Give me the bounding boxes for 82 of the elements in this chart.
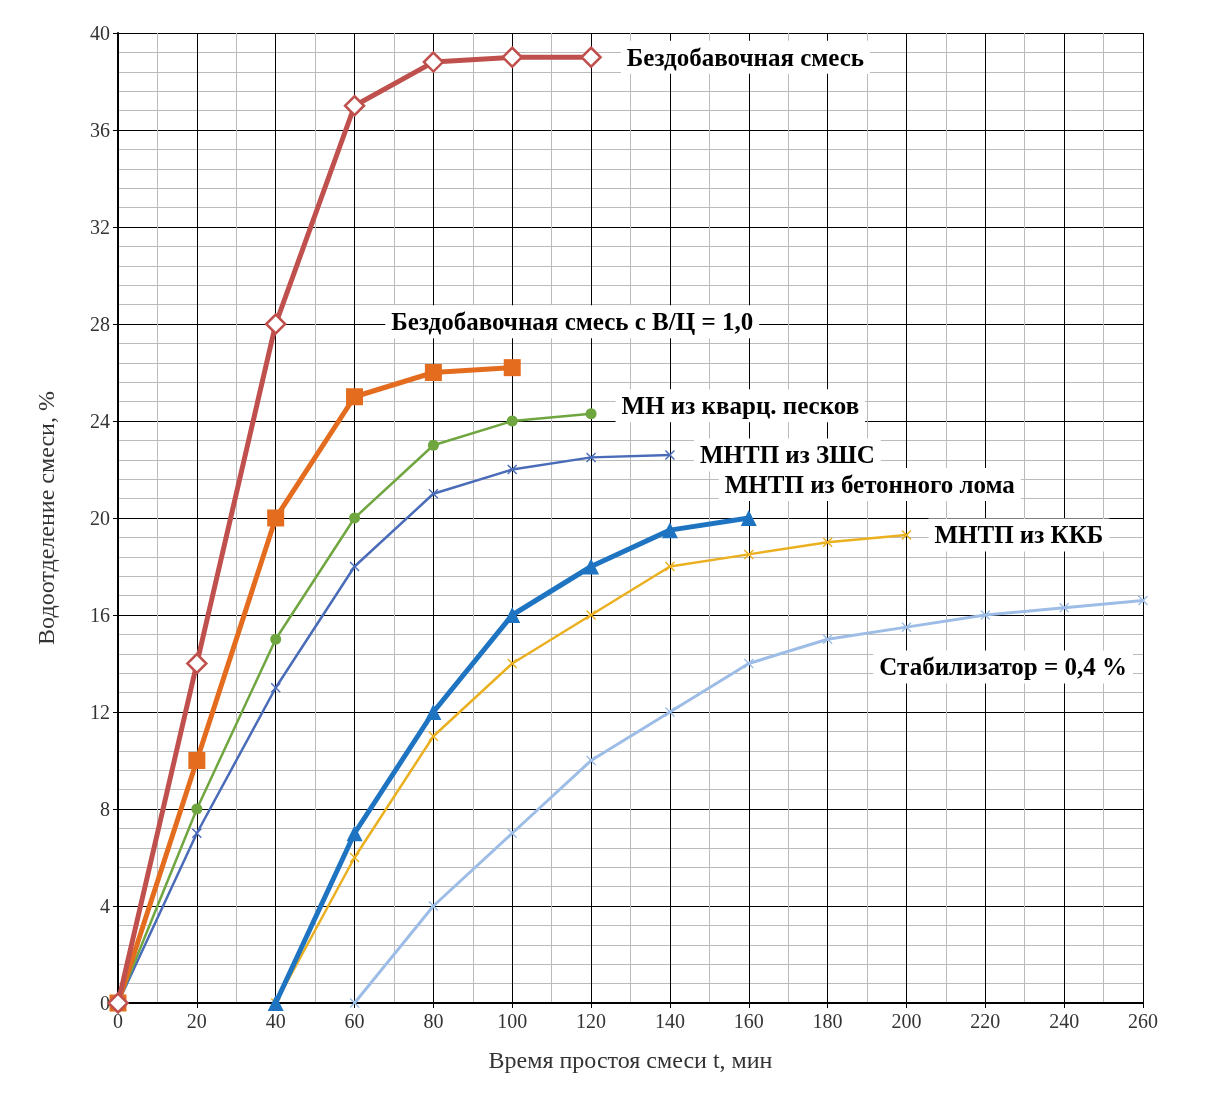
x-tick-label: 140 [654, 1010, 685, 1032]
y-tick-label: 4 [100, 895, 110, 917]
y-tick-label: 0 [100, 992, 110, 1014]
x-tick-label: 220 [970, 1010, 1001, 1032]
x-tick-label: 20 [186, 1010, 207, 1032]
x-tick-label: 40 [265, 1010, 286, 1032]
point [585, 408, 597, 420]
point [743, 658, 754, 669]
point [191, 828, 202, 839]
point [740, 510, 757, 526]
point [822, 634, 833, 645]
point [349, 512, 361, 524]
point [664, 449, 675, 460]
point [822, 537, 833, 548]
point [267, 509, 285, 527]
point [1059, 602, 1070, 613]
point [428, 488, 439, 499]
x-tick-label: 60 [344, 1010, 365, 1032]
x-tick-label: 240 [1049, 1010, 1080, 1032]
y-tick-label: 40 [90, 22, 110, 44]
series-label: Бездобавочная смесь [626, 43, 864, 71]
y-tick-label: 24 [90, 410, 110, 432]
point [503, 359, 521, 377]
y-tick-label: 36 [90, 119, 110, 141]
x-axis-title: Время простоя смеси t, мин [488, 1047, 773, 1073]
point [191, 803, 203, 815]
point [270, 633, 282, 645]
x-tick-label: 80 [423, 1010, 444, 1032]
point [186, 652, 208, 675]
point [264, 313, 287, 335]
series-label: МНТП из ЗШС [699, 441, 875, 469]
y-tick-label: 20 [90, 507, 110, 529]
point [980, 610, 991, 620]
point [507, 464, 518, 475]
series-label: МНТП из бетонного лома [724, 471, 1016, 498]
point [901, 622, 912, 633]
x-tick-label: 200 [891, 1010, 922, 1032]
point [346, 825, 363, 842]
y-tick-label: 32 [90, 216, 110, 238]
y-tick-label: 8 [100, 798, 110, 820]
point [349, 561, 360, 572]
point [661, 522, 678, 539]
y-axis-title: Водоотделение смеси, % [33, 391, 59, 645]
point [424, 364, 442, 381]
point [428, 731, 439, 742]
x-tick-label: 160 [733, 1010, 764, 1032]
point [664, 561, 675, 572]
point [583, 558, 600, 575]
point [427, 439, 439, 451]
point [343, 95, 366, 117]
point [270, 682, 281, 693]
point [664, 707, 675, 717]
x-tick-label: 260 [1128, 1010, 1158, 1032]
point [586, 755, 597, 766]
y-tick-label: 28 [90, 313, 110, 335]
series-label: МНТП из ККБ [934, 521, 1104, 549]
x-tick-label: 100 [497, 1010, 528, 1032]
series-label: Бездобавочная смесь с В/Ц = 1,0 [391, 308, 754, 336]
point [507, 658, 518, 669]
y-tick-label: 16 [90, 604, 110, 626]
point [1138, 595, 1148, 606]
point [349, 852, 360, 863]
point [586, 610, 597, 620]
point [422, 51, 445, 73]
series-label: Стабилизатор = 0,4 % [879, 653, 1127, 681]
point [349, 998, 360, 1008]
point [504, 607, 521, 623]
point [743, 549, 754, 560]
point [428, 901, 439, 911]
point [586, 452, 597, 463]
y-tick-label: 12 [90, 701, 110, 723]
series-label: МН из кварц. песков [621, 392, 860, 420]
point [901, 529, 912, 540]
point [346, 388, 364, 406]
point [501, 46, 523, 68]
x-tick-label: 180 [812, 1010, 843, 1032]
point [506, 415, 518, 427]
point [188, 752, 206, 769]
point [507, 828, 518, 839]
point [580, 46, 602, 68]
point [425, 704, 442, 720]
x-tick-label: 120 [576, 1010, 607, 1032]
